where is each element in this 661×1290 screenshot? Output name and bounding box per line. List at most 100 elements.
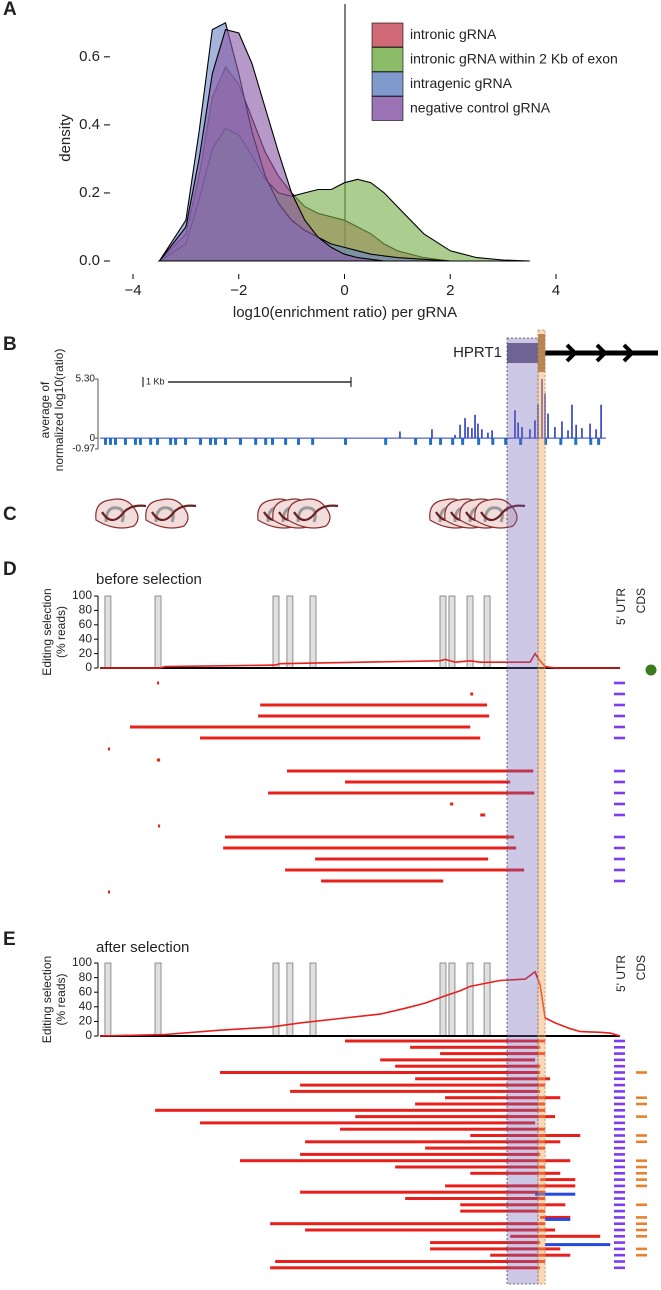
signal-bar (461, 438, 465, 445)
gene-chevron (622, 343, 635, 363)
guide-bar (286, 595, 294, 669)
utr-flag (614, 1159, 625, 1162)
signal-bar (554, 427, 556, 439)
read (340, 1127, 546, 1131)
utr-flag (614, 1197, 625, 1200)
y-tick-label: -0.97 (72, 444, 95, 455)
read (345, 780, 511, 784)
guide-bar (309, 962, 317, 1037)
region-label: CDS (634, 588, 648, 613)
utr-flag (614, 1247, 625, 1251)
region-label: 5' UTR (614, 588, 628, 625)
utr-flag (614, 1058, 625, 1062)
dna-strand (480, 504, 526, 522)
signal-bar (459, 424, 461, 439)
read (460, 1203, 566, 1207)
cds-flag (636, 1247, 647, 1251)
utr-flag (614, 1184, 625, 1188)
read (430, 1241, 541, 1245)
utr-flag (614, 1039, 625, 1043)
y-tick-label: 40 (79, 631, 93, 645)
read (460, 1209, 546, 1213)
signal-bar (589, 438, 593, 445)
signal-bar (595, 429, 597, 439)
utr-flag (614, 780, 625, 784)
utr-flag (614, 692, 625, 696)
read (200, 736, 481, 740)
dna-strand (151, 504, 197, 522)
utr-flag (614, 868, 625, 872)
read (490, 1253, 571, 1257)
guide-bar (466, 595, 474, 669)
utr-flag (614, 846, 625, 850)
region-label: 5' UTR (614, 955, 628, 992)
guide-bar (309, 595, 317, 669)
cds-flag (636, 1253, 647, 1257)
read (300, 1083, 546, 1087)
read (285, 868, 525, 872)
cds-flag (636, 1203, 647, 1207)
utr-flag (614, 1235, 625, 1238)
signal-bar (481, 429, 483, 439)
utr-flag (614, 1083, 625, 1087)
utr-band (506, 337, 539, 1285)
utr-flag (614, 1222, 625, 1225)
cds-flag (636, 1184, 647, 1188)
panel-title: before selection (96, 571, 202, 588)
cds-flag (636, 1228, 647, 1232)
signal-bar (477, 423, 479, 439)
read (415, 1102, 546, 1106)
y-tick-label: 100 (72, 955, 92, 969)
alt-read (545, 1243, 611, 1247)
read (270, 1266, 541, 1270)
signal-bar (155, 438, 159, 445)
signal-bar (169, 438, 173, 445)
signal-bar (271, 438, 275, 445)
y-axis-label: normalized log10(ratio) (52, 349, 66, 472)
read (158, 824, 161, 828)
read (380, 1058, 536, 1062)
utr-flag (614, 1209, 625, 1213)
read (470, 692, 474, 696)
read (200, 1121, 536, 1125)
utr-flag (614, 1127, 625, 1131)
signal-bar (113, 438, 117, 445)
panel-label: D (3, 559, 17, 580)
y-tick-label: 80 (79, 603, 93, 617)
y-tick-label: 0 (85, 1028, 92, 1042)
utr-flag (614, 1178, 625, 1181)
utr-flag (614, 835, 625, 839)
guide-bar (483, 595, 491, 669)
guide-bar (104, 962, 112, 1037)
read (155, 1108, 546, 1112)
utr-flag (614, 1052, 625, 1055)
signal-bar (474, 414, 476, 439)
guide-bar (154, 962, 162, 1037)
utr-flag (614, 1077, 625, 1081)
alt-read (535, 1192, 576, 1196)
read (107, 747, 110, 751)
signal-bar (529, 429, 531, 439)
read (470, 1134, 581, 1137)
signal-bar (504, 438, 508, 445)
signal-bar (199, 438, 203, 445)
read (415, 1077, 551, 1081)
guide-bar (483, 962, 491, 1037)
utr-flag (614, 1090, 625, 1093)
signal-bar (123, 438, 127, 445)
utr-flag (614, 1121, 625, 1125)
signal-bar (600, 404, 602, 439)
utr-flag (614, 681, 625, 685)
utr-flag (614, 1102, 625, 1106)
x-tick-label: 0 (340, 282, 348, 299)
editing-trace (99, 970, 621, 1037)
guide-bar (448, 595, 456, 669)
x-axis-label: log10(enrichment ratio) per gRNA (233, 304, 457, 321)
panel-label: C (3, 504, 17, 525)
signal-bar (138, 438, 142, 445)
read (305, 1140, 561, 1144)
read (107, 890, 110, 894)
panel-label: E (3, 929, 16, 950)
read (440, 1052, 546, 1056)
utr-flag (614, 1172, 625, 1175)
